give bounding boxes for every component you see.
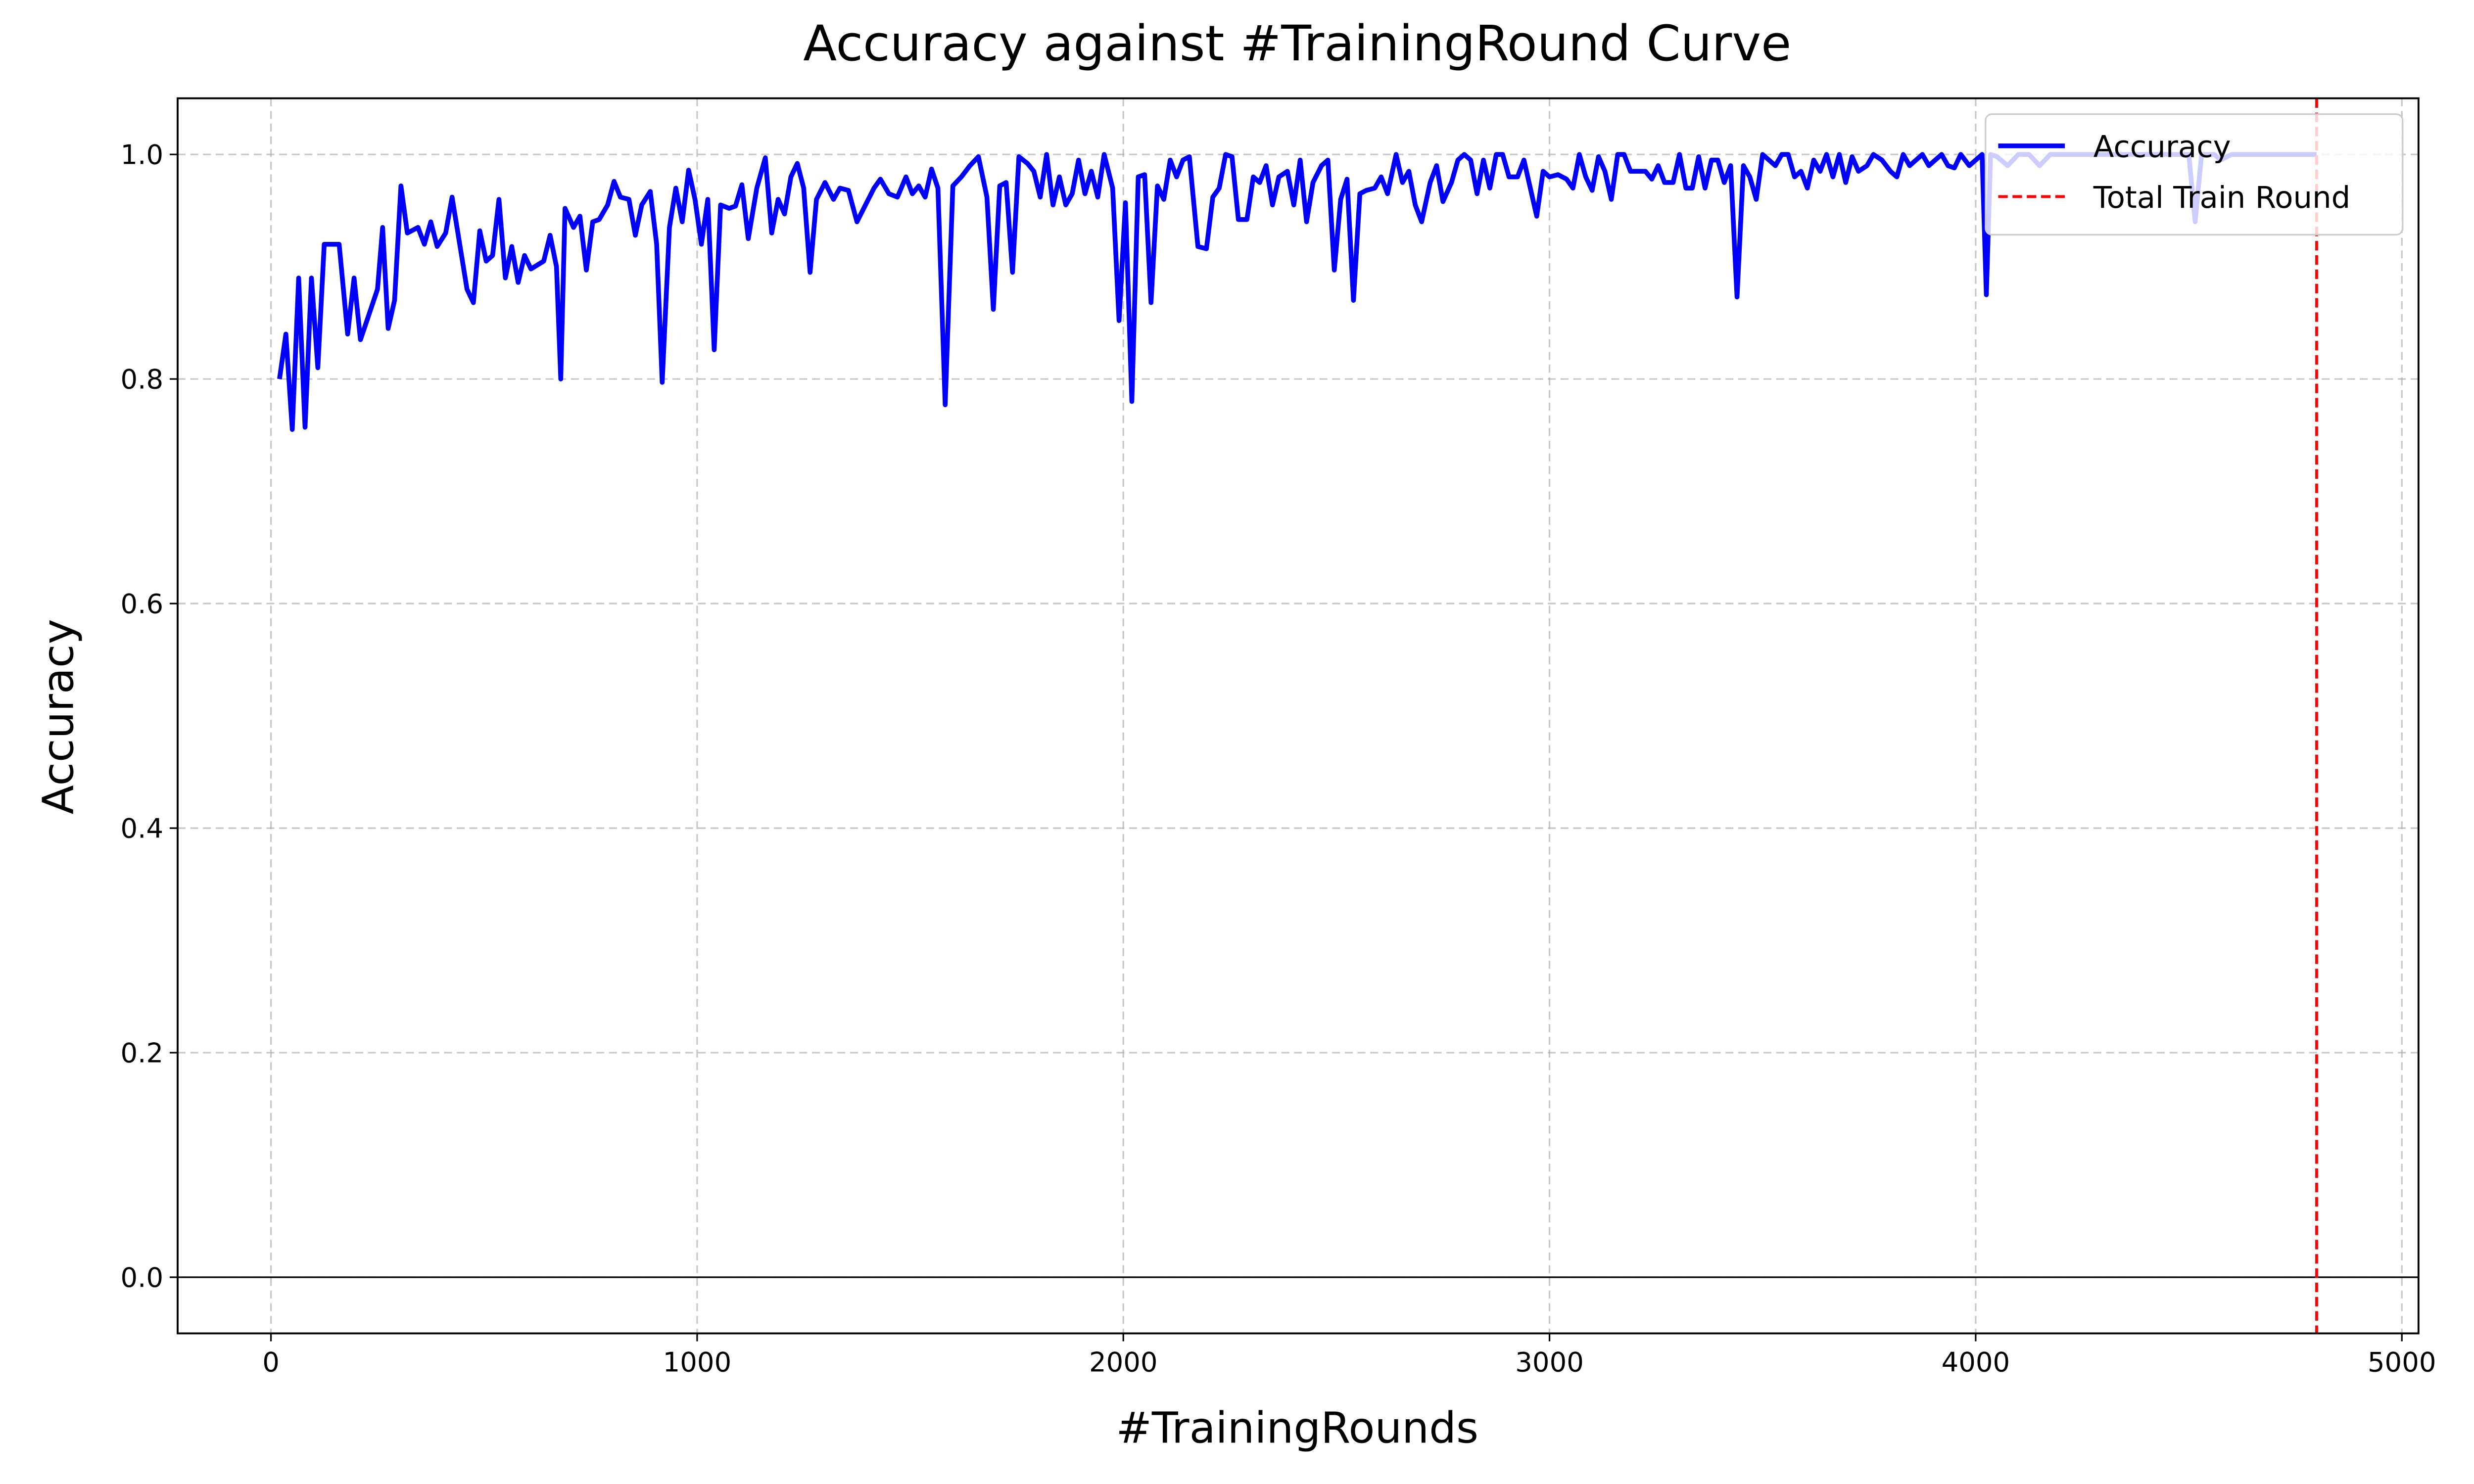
y-tick-label: 0.6 [121, 588, 164, 619]
legend-label: Accuracy [2093, 129, 2231, 164]
legend-box [1985, 113, 2404, 235]
y-tick-label: 0.0 [121, 1261, 164, 1293]
x-tick-label: 2000 [1089, 1346, 1158, 1378]
x-tick-label: 5000 [2368, 1346, 2436, 1378]
x-tick-label: 4000 [1942, 1346, 2010, 1378]
x-tick-label: 3000 [1515, 1346, 1584, 1378]
legend-label: Total Train Round [2093, 180, 2351, 215]
chart-title: Accuracy against #TrainingRound Curve [803, 15, 1791, 72]
y-axis-label: Accuracy [34, 619, 83, 814]
y-tick-label: 1.0 [121, 139, 164, 170]
x-tick-label: 1000 [663, 1346, 732, 1378]
y-tick-label: 0.2 [121, 1037, 164, 1068]
x-axis-label: #TrainingRounds [1116, 1404, 1478, 1453]
x-tick-label: 0 [262, 1346, 280, 1378]
plot-frame [177, 97, 2420, 1335]
legend: Accuracy Total Train Round [1985, 113, 2404, 235]
y-tick-label: 0.8 [121, 363, 164, 395]
y-tick-label: 0.4 [121, 812, 164, 844]
data-line [277, 152, 2317, 432]
